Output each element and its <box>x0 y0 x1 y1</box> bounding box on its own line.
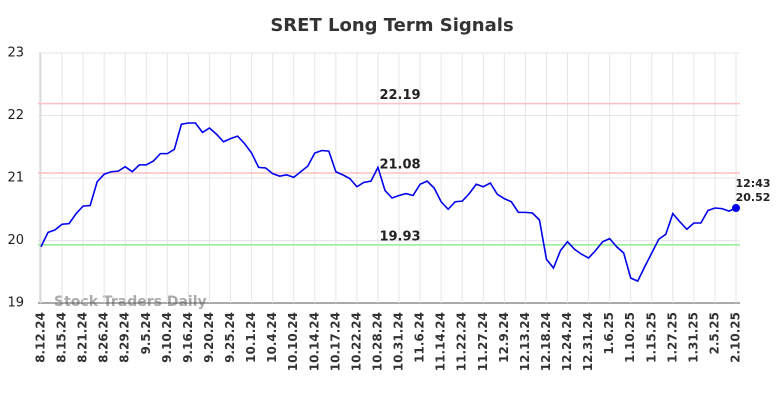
x-tick-label: 11.22.24 <box>455 312 469 371</box>
y-tick-label: 22 <box>7 108 24 123</box>
reference-label: 21.08 <box>379 158 420 173</box>
chart-title: SRET Long Term Signals <box>270 15 513 36</box>
x-tick-label: 1.31.25 <box>686 312 700 363</box>
x-tick-label: 8.15.24 <box>55 312 69 363</box>
x-tick-label: 1.15.25 <box>644 312 658 363</box>
x-tick-label: 1.10.25 <box>623 312 637 363</box>
x-tick-label: 10.4.24 <box>265 312 279 363</box>
watermark: Stock Traders Daily <box>54 294 207 310</box>
x-tick-label: 9.5.24 <box>139 312 153 355</box>
x-tick-label: 12.24.24 <box>560 312 574 371</box>
y-tick-label: 21 <box>7 171 24 186</box>
x-tick-label: 1.27.25 <box>665 312 679 363</box>
x-tick-label: 10.31.24 <box>392 312 406 371</box>
x-tick-label: 2.5.25 <box>707 312 721 355</box>
x-tick-label: 12.18.24 <box>539 312 553 371</box>
x-tick-label: 9.25.24 <box>223 312 237 363</box>
x-tick-label: 10.1.24 <box>244 312 258 363</box>
x-tick-label: 10.17.24 <box>328 312 342 371</box>
x-tick-label: 1.6.25 <box>602 312 616 355</box>
x-tick-label: 10.14.24 <box>307 312 321 371</box>
last-value: 20.52 <box>736 191 771 204</box>
y-tick-label: 19 <box>7 296 24 311</box>
x-tick-label: 11.14.24 <box>434 312 448 371</box>
x-tick-label: 8.26.24 <box>97 312 111 363</box>
x-tick-label: 12.9.24 <box>497 312 511 363</box>
x-tick-label: 8.29.24 <box>118 312 132 363</box>
x-tick-label: 10.22.24 <box>349 312 363 371</box>
x-tick-label: 9.10.24 <box>160 312 174 363</box>
x-tick-label: 11.6.24 <box>413 312 427 363</box>
last-time: 12:43 <box>735 177 770 190</box>
x-tick-label: 8.21.24 <box>76 312 90 363</box>
x-tick-label: 12.13.24 <box>518 312 532 371</box>
x-tick-label: 9.16.24 <box>181 312 195 363</box>
x-tick-label: 8.12.24 <box>34 312 48 363</box>
x-tick-label: 11.27.24 <box>476 312 490 371</box>
x-tick-label: 2.10.25 <box>729 312 743 363</box>
series-line <box>40 122 737 283</box>
x-tick-label: 10.10.24 <box>286 312 300 371</box>
y-tick-label: 20 <box>7 233 24 248</box>
y-tick-label: 23 <box>7 46 24 61</box>
reference-label: 22.19 <box>379 88 420 103</box>
x-tick-label: 10.28.24 <box>370 312 384 371</box>
reference-label: 19.93 <box>379 229 420 244</box>
x-tick-label: 12.31.24 <box>581 312 595 371</box>
last-point <box>732 204 740 212</box>
x-tick-label: 9.20.24 <box>202 312 216 363</box>
